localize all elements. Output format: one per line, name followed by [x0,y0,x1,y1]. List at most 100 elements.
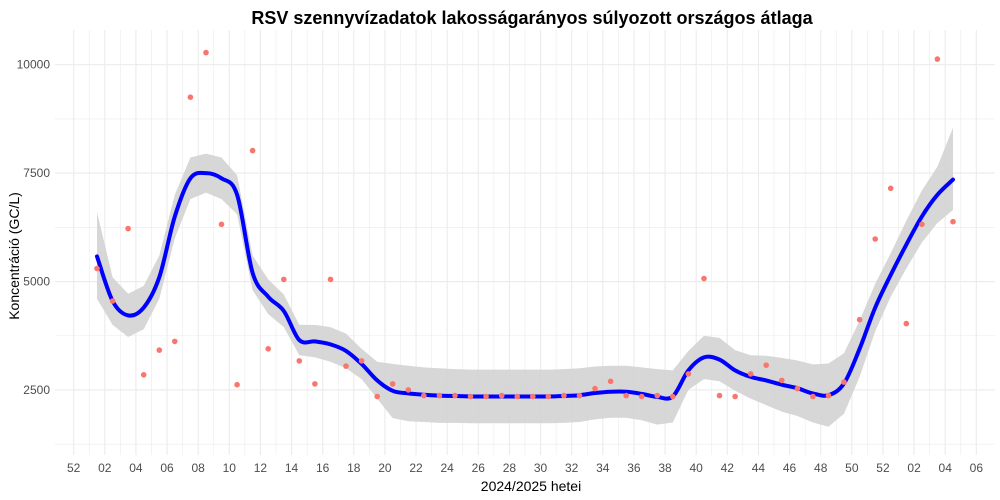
x-tick-label: 26 [472,461,486,475]
data-point [685,371,692,377]
observed-points [94,49,956,400]
x-tick-label: 16 [316,461,330,475]
data-point [265,346,272,352]
x-tick-label: 34 [596,461,610,475]
data-point [452,392,458,399]
data-point [545,393,552,400]
data-point [156,347,163,353]
data-point [421,392,427,399]
x-axis-ticks: 52 02 04 06 08 10 12 14 16 18 20 22 24 26 28 30 32 34 36 38… [67,461,983,475]
data-point [140,372,147,378]
data-point [779,377,785,384]
data-point [903,320,910,327]
x-axis-label: 2024/2025 hetei [481,478,581,494]
data-point [327,276,334,283]
smoothed-line [95,170,955,401]
smoothed-trend-line [95,170,955,401]
data-point [467,393,474,400]
data-point [483,393,489,400]
data-point [872,236,878,242]
data-point [763,362,769,369]
data-point [203,49,209,56]
data-point [950,218,956,225]
x-tick-label: 24 [441,461,455,475]
x-tick-label: 44 [752,461,766,475]
data-point [358,358,365,364]
data-point [218,221,225,228]
x-tick-label: 42 [721,461,735,475]
data-point [530,393,536,400]
data-point [389,381,396,387]
x-tick-label: 52 [67,461,81,475]
x-tick-label: 12 [254,461,268,475]
x-tick-label: 02 [907,461,921,475]
data-point [436,392,443,399]
y-axis-ticks: 2500 5000 7500 10000 [17,58,51,397]
data-point [343,363,349,369]
data-point [716,392,723,399]
confidence-band [97,127,953,427]
data-point [934,56,941,62]
chart-title: RSV szennyvízadatok lakosságarányos súly… [251,8,813,28]
x-tick-label: 48 [814,461,828,475]
y-tick-label: 10000 [17,58,51,72]
data-point [234,381,240,388]
x-tick-label: 14 [285,461,299,475]
data-point [172,338,178,345]
data-point [561,392,567,399]
data-point [670,393,676,400]
x-tick-label: 04 [129,461,143,475]
data-point [856,316,863,323]
data-point [747,371,754,377]
x-tick-label: 36 [627,461,641,475]
data-point [405,387,412,393]
confidence-band-area [97,127,953,427]
data-point [887,185,894,192]
data-point [187,94,194,100]
data-point [623,392,629,399]
data-point [514,393,520,400]
data-point [94,265,100,272]
x-tick-label: 32 [565,461,579,475]
x-tick-label: 52 [876,461,890,475]
data-point [825,392,832,399]
y-axis-label: Koncentráció (GC/L) [6,192,22,320]
data-point [701,275,707,282]
data-point [841,379,847,385]
data-point [281,276,287,283]
y-tick-label: 5000 [23,275,50,289]
data-point [638,393,645,400]
y-tick-label: 7500 [23,166,50,180]
x-tick-label: 02 [98,461,112,475]
data-point [607,378,614,385]
data-point [125,225,131,232]
data-point [794,385,801,392]
data-point [374,393,381,400]
x-tick-label: 04 [939,461,953,475]
x-tick-label: 40 [690,461,704,475]
x-tick-label: 20 [378,461,392,475]
x-tick-label: 28 [503,461,517,475]
x-tick-label: 30 [534,461,548,475]
x-tick-label: 08 [191,461,205,475]
data-point [732,393,738,400]
x-tick-label: 22 [409,461,423,475]
x-tick-label: 46 [783,461,797,475]
data-point [296,358,303,364]
x-tick-label: 18 [347,461,361,475]
data-point [109,298,116,304]
x-tick-label: 10 [223,461,237,475]
data-point [592,385,598,392]
x-tick-label: 50 [845,461,859,475]
data-point [576,392,583,399]
y-tick-label: 2500 [23,383,50,397]
data-point [249,147,256,154]
data-point [654,392,661,399]
x-tick-label: 06 [160,461,174,475]
data-point [498,392,505,399]
data-point [312,381,318,387]
data-point [919,221,925,228]
x-tick-label: 06 [970,461,984,475]
data-point [810,393,816,400]
